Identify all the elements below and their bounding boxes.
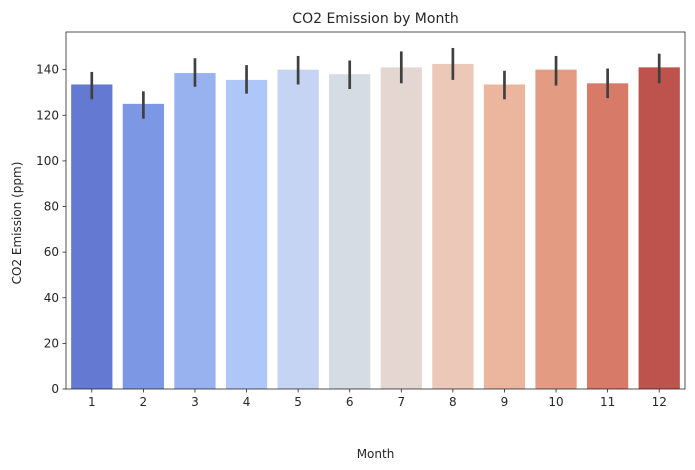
bar-month-11 — [586, 83, 629, 390]
x-tick-label: 4 — [243, 395, 251, 409]
bar-month-9 — [483, 84, 526, 389]
bar-month-4 — [225, 79, 268, 390]
error-bars-layer — [90, 47, 661, 119]
x-axis-label: Month — [357, 447, 395, 461]
plot-frame — [65, 31, 686, 390]
bar-month-1 — [71, 84, 113, 389]
x-tick-label: 5 — [294, 395, 302, 409]
y-tick-label: 0 — [51, 382, 59, 396]
y-tick-label: 20 — [44, 336, 59, 350]
bar-month-10 — [535, 69, 577, 389]
y-tick-label: 80 — [44, 200, 59, 214]
y-tick-label: 40 — [44, 291, 59, 305]
x-tick-label: 6 — [346, 395, 354, 409]
bar-month-5 — [277, 69, 319, 389]
x-tick-label: 2 — [140, 395, 148, 409]
x-tick-label: 3 — [191, 395, 199, 409]
x-tick-label: 10 — [548, 395, 563, 409]
bar-month-8 — [432, 63, 474, 390]
bar-month-12 — [638, 67, 680, 390]
y-axis: 0 20 40 60 80 100 120 140 — [36, 63, 66, 396]
y-tick-label: 60 — [44, 245, 59, 259]
y-tick-label: 100 — [36, 154, 59, 168]
bar-month-6 — [329, 74, 371, 389]
bar-month-3 — [174, 73, 216, 389]
y-tick-label: 120 — [36, 108, 59, 122]
x-tick-label: 11 — [600, 395, 615, 409]
x-tick-label: 9 — [501, 395, 509, 409]
bars-layer — [71, 63, 680, 390]
y-tick-label: 140 — [36, 63, 59, 77]
x-tick-label: 8 — [449, 395, 457, 409]
bar-month-2 — [122, 103, 165, 389]
x-tick-label: 1 — [88, 395, 96, 409]
x-axis: 1 2 3 4 5 6 7 8 9 10 11 12 — [88, 389, 667, 409]
y-axis-label: CO2 Emission (ppm) — [10, 162, 24, 285]
x-tick-label: 12 — [652, 395, 667, 409]
chart-title: CO2 Emission by Month — [292, 11, 458, 27]
bar-month-7 — [380, 67, 422, 390]
x-tick-label: 7 — [397, 395, 405, 409]
